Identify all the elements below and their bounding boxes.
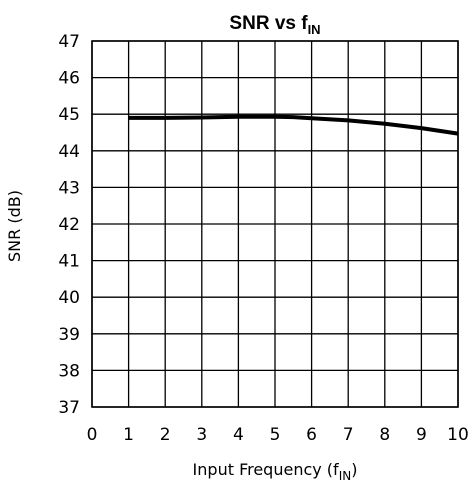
y-tick-labels: 37 38 39 40 41 42 43 44 45 46 47 — [58, 32, 80, 418]
chart-title-main: SNR vs f — [229, 13, 308, 34]
y-tick-label: 47 — [58, 32, 80, 52]
y-tick-label: 43 — [58, 178, 80, 198]
x-axis-label: Input Frequency (fIN) — [193, 460, 358, 483]
y-tick-label: 40 — [58, 288, 80, 308]
chart-title: SNR vs fIN — [229, 13, 320, 37]
x-tick-label: 7 — [343, 425, 354, 445]
x-axis-label-subscript: IN — [339, 469, 352, 483]
x-tick-label: 6 — [306, 425, 317, 445]
x-tick-label: 3 — [196, 425, 207, 445]
chart-title-subscript: IN — [308, 22, 321, 37]
x-tick-label: 4 — [233, 425, 244, 445]
y-tick-label: 38 — [58, 361, 80, 381]
x-tick-labels: 0 1 2 3 4 5 6 7 8 9 10 — [87, 425, 469, 445]
y-axis-label: SNR (dB) — [5, 190, 24, 262]
x-tick-label: 10 — [447, 425, 469, 445]
y-tick-label: 39 — [58, 325, 80, 345]
series-layer — [128, 114, 459, 136]
plot-frame — [91, 40, 459, 408]
x-tick-label: 1 — [123, 425, 134, 445]
y-tick-label: 37 — [58, 398, 80, 418]
y-tick-label: 42 — [58, 215, 80, 235]
x-tick-label: 8 — [379, 425, 390, 445]
y-tick-label: 41 — [58, 252, 80, 272]
grid — [91, 40, 459, 408]
x-axis-label-main: Input Frequency (f — [193, 460, 340, 479]
x-tick-label: 9 — [416, 425, 427, 445]
y-tick-label: 46 — [58, 69, 80, 89]
x-axis-label-suffix: ) — [351, 460, 357, 479]
x-tick-label: 0 — [87, 425, 98, 445]
y-tick-label: 44 — [58, 142, 80, 162]
x-tick-label: 5 — [270, 425, 281, 445]
y-tick-label: 45 — [58, 105, 80, 125]
x-tick-label: 2 — [160, 425, 171, 445]
series-line — [128, 114, 459, 136]
